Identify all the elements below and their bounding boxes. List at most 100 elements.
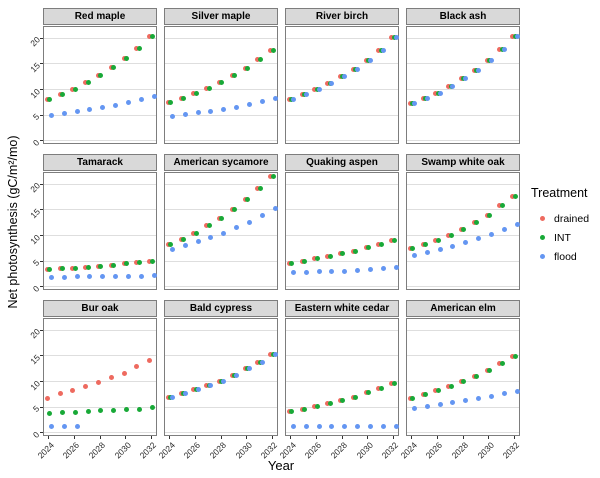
y-tick-mark xyxy=(40,140,43,142)
facet-eastern-white-cedar: Eastern white cedar 2024 2026 2028 2030 2032 xyxy=(277,300,400,460)
data-point-flood xyxy=(380,266,386,272)
data-point-flood xyxy=(234,372,240,378)
x-tick-label: 2026 xyxy=(424,440,445,461)
data-point-drained xyxy=(70,387,76,393)
facet-silver-maple: Silver maple xyxy=(164,8,278,144)
y-tick-label: 5 xyxy=(31,111,42,123)
data-point-flood xyxy=(61,424,67,430)
data-point-flood xyxy=(355,423,361,429)
y-tick-mark xyxy=(40,183,43,185)
data-point-INT xyxy=(180,96,186,102)
data-point-INT xyxy=(461,226,467,232)
facet-title: River birch xyxy=(315,11,369,22)
facet-strip: Silver maple xyxy=(164,8,278,25)
data-point-flood xyxy=(303,423,309,429)
data-point-INT xyxy=(59,92,65,98)
facet-title: Bald cypress xyxy=(189,303,253,314)
x-tick-mark xyxy=(513,436,515,439)
facet-swamp-white-oak: Swamp white oak xyxy=(406,154,520,290)
x-tick-label: 2032 xyxy=(379,440,401,461)
gridline xyxy=(165,37,277,39)
x-tick-label: 2028 xyxy=(207,440,229,461)
x-tick-label: 2028 xyxy=(449,440,471,461)
x-tick-label: 2024 xyxy=(398,440,419,461)
data-point-INT xyxy=(270,47,276,53)
data-point-flood xyxy=(100,105,106,111)
gridline xyxy=(286,89,398,91)
gridline xyxy=(165,140,277,142)
data-point-flood xyxy=(100,274,106,280)
data-point-INT xyxy=(378,241,384,247)
gridline xyxy=(286,209,398,211)
data-point-flood xyxy=(87,274,93,280)
y-tick-mark xyxy=(40,355,43,357)
gridline xyxy=(44,37,156,39)
y-tick-mark xyxy=(40,37,43,39)
data-point-flood xyxy=(412,253,418,259)
data-point-INT xyxy=(327,253,333,259)
data-point-flood xyxy=(316,87,322,93)
data-point-drained xyxy=(147,357,153,363)
data-point-flood xyxy=(463,398,469,404)
gridline xyxy=(165,63,277,65)
data-point-flood xyxy=(367,267,373,273)
data-point-flood xyxy=(393,265,399,271)
gridline xyxy=(407,37,519,39)
legend-label: flood xyxy=(554,250,577,263)
gridline xyxy=(407,140,519,142)
gridline xyxy=(44,89,156,91)
gridline xyxy=(407,432,519,434)
facet-panel: 0 5 10 15 20 xyxy=(28,26,157,148)
x-tick-mark xyxy=(488,436,490,439)
gridline xyxy=(407,260,519,262)
data-point-flood xyxy=(329,268,335,274)
data-point-flood xyxy=(355,268,361,273)
gridline xyxy=(286,381,398,383)
data-point-flood xyxy=(437,401,443,407)
facet-title: Tamarack xyxy=(77,157,123,168)
legend-swatch-flood xyxy=(540,254,545,259)
data-point-INT xyxy=(193,230,199,236)
data-point-INT xyxy=(245,197,251,203)
data-point-flood xyxy=(514,33,520,39)
data-point-INT xyxy=(219,215,225,221)
data-point-INT xyxy=(499,203,505,209)
facet-strip: American elm xyxy=(406,300,520,317)
data-point-INT xyxy=(98,263,104,269)
data-point-INT xyxy=(136,260,142,266)
facet-panel: 2024 2026 2028 2030 2032 xyxy=(156,318,279,460)
y-tick-mark xyxy=(40,329,43,331)
gridline xyxy=(286,140,398,142)
y-tick-mark xyxy=(40,89,43,91)
data-point-flood xyxy=(113,102,119,108)
x-tick-label: 2028 xyxy=(328,440,350,461)
y-tick-label: 0 xyxy=(31,137,42,148)
x-tick-mark xyxy=(271,436,273,439)
data-point-flood xyxy=(182,391,188,397)
data-point-INT xyxy=(366,390,372,396)
gridline xyxy=(44,355,156,357)
data-point-INT xyxy=(72,265,78,271)
x-tick-label: 2028 xyxy=(86,440,108,461)
data-point-flood xyxy=(367,57,373,63)
facet-quaking-aspen: Quaking aspen xyxy=(285,154,399,290)
gridline xyxy=(286,37,398,39)
data-point-INT xyxy=(149,33,155,39)
data-point-flood xyxy=(316,423,322,429)
data-point-flood xyxy=(87,107,93,113)
data-point-INT xyxy=(111,262,117,268)
data-point-INT xyxy=(448,383,454,389)
data-point-INT xyxy=(301,259,307,265)
data-point-INT xyxy=(474,373,480,379)
gridline xyxy=(286,183,398,185)
legend-label: INT xyxy=(554,231,571,244)
data-point-flood xyxy=(316,269,322,275)
data-point-INT xyxy=(245,65,251,71)
data-point-flood xyxy=(246,101,252,107)
data-point-flood xyxy=(393,35,399,41)
data-point-INT xyxy=(98,408,104,414)
x-tick-mark xyxy=(99,436,101,439)
facet-title: Bur oak xyxy=(81,303,119,314)
y-tick-mark xyxy=(40,114,43,116)
facet-panel xyxy=(285,26,399,144)
